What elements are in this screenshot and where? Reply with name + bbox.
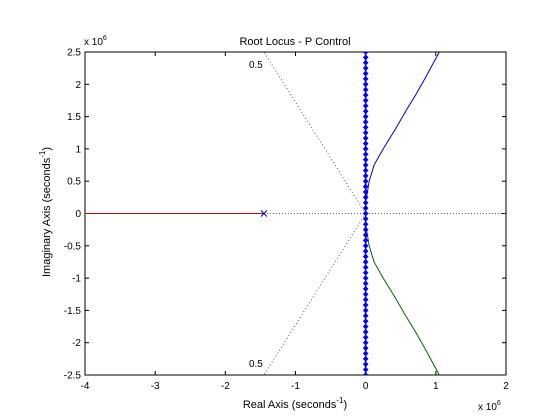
plot-area: -4 -3 -2 -1 0 1 2 2.5 2 1.5 1 0.5 0 -0.5 -1 -1.5 -2 -2.5 0…: [64, 48, 509, 393]
x-tick-label: -2: [221, 381, 230, 392]
y-tick-label: 1: [75, 144, 81, 155]
x-tick-label: -3: [151, 381, 160, 392]
y-tick-label: 2.5: [67, 48, 81, 59]
x-tick-label: -1: [291, 381, 300, 392]
x-tick-label: 1: [433, 381, 439, 392]
y-tick-label: -2.5: [64, 371, 82, 382]
damping-line: [264, 214, 366, 376]
y-tick-label: -1: [72, 274, 81, 285]
locus-branch: [366, 214, 440, 376]
y-multiplier: x 106: [84, 35, 107, 48]
x-multiplier: x 106: [478, 400, 501, 413]
y-tick-label: 0: [75, 209, 81, 220]
plot-content: [85, 49, 506, 377]
y-tick-label: 0.5: [67, 177, 81, 188]
damping-label: 0.5: [249, 359, 263, 370]
y-tick-label: 2: [75, 80, 81, 91]
y-tick-label: -2: [72, 338, 81, 349]
y-tick-label: -1.5: [64, 306, 82, 317]
x-tick-label: 0: [363, 381, 369, 392]
y-tick-label: 1.5: [67, 112, 81, 123]
x-axis-label: Real Axis (seconds-1): [243, 396, 347, 411]
y-axis-label: Imaginary Axis (seconds-1): [38, 147, 53, 277]
chart-title: Root Locus - P Control: [239, 36, 350, 48]
x-tick-label: -4: [81, 381, 90, 392]
locus-branch: [366, 52, 440, 214]
damping-label: 0.5: [249, 60, 263, 71]
damping-line: [264, 52, 366, 214]
y-tick-label: -0.5: [64, 241, 82, 252]
x-tick-label: 2: [503, 381, 509, 392]
